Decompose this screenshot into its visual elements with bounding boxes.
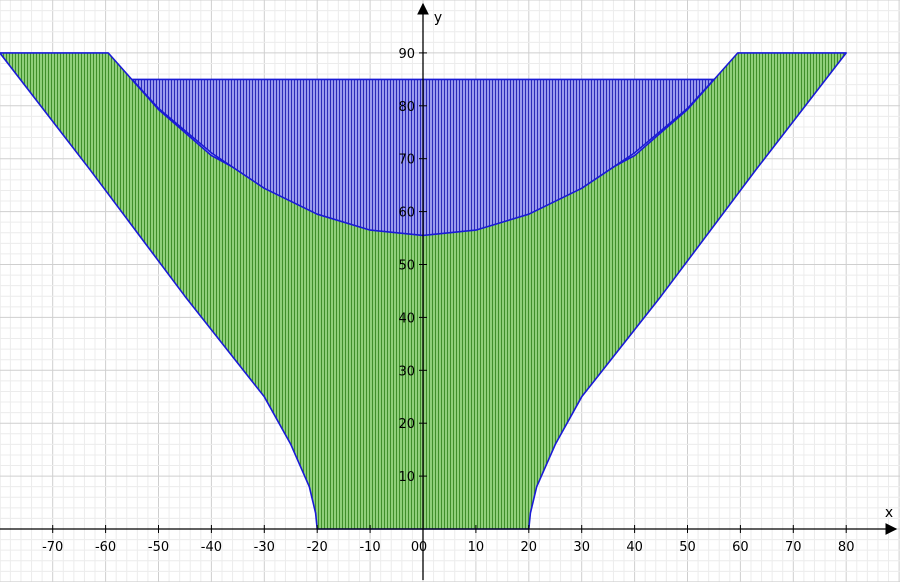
x-tick-label: 20 bbox=[521, 540, 538, 555]
x-tick-label: 70 bbox=[785, 540, 802, 555]
y-tick-label: 20 bbox=[398, 417, 415, 432]
x-tick-label: 50 bbox=[679, 540, 696, 555]
x-tick-label: -30 bbox=[254, 540, 275, 555]
y-tick-label: 80 bbox=[398, 100, 415, 115]
x-tick-label: 10 bbox=[468, 540, 485, 555]
y-tick-label: 40 bbox=[398, 311, 415, 326]
x-tick-label: -20 bbox=[307, 540, 328, 555]
y-tick-label: 10 bbox=[398, 470, 415, 485]
x-axis-label: x bbox=[885, 505, 893, 521]
y-tick-label: 60 bbox=[398, 206, 415, 221]
x-tick-label: 30 bbox=[573, 540, 590, 555]
y-tick-label: 30 bbox=[398, 364, 415, 379]
y-tick-label: 50 bbox=[398, 259, 415, 274]
x-tick-label: 80 bbox=[838, 540, 855, 555]
y-tick-label: 70 bbox=[398, 153, 415, 168]
x-tick-label: -60 bbox=[95, 540, 116, 555]
origin-label: 0 bbox=[411, 540, 419, 555]
x-tick-label: -70 bbox=[42, 540, 63, 555]
y-tick-label: 90 bbox=[398, 47, 415, 62]
x-tick-label: 0 bbox=[419, 540, 427, 555]
y-axis-label: y bbox=[434, 10, 442, 26]
x-tick-label: -10 bbox=[359, 540, 380, 555]
tick-labels: -70 -60 -50 -40 -30 -20 -10 0 10 20 30 40 50 60 70 80 0 1… bbox=[42, 10, 893, 555]
x-tick-label: -40 bbox=[201, 540, 222, 555]
x-tick-label: 60 bbox=[732, 540, 749, 555]
x-tick-label: 40 bbox=[626, 540, 643, 555]
x-tick-label: -50 bbox=[148, 540, 169, 555]
